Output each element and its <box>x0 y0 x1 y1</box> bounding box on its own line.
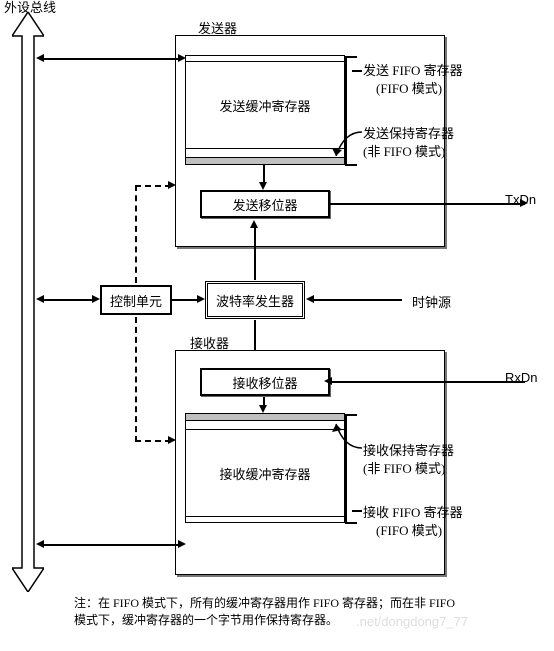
dashed-ctrl-down-h <box>135 440 171 442</box>
rx-nonfifo-label2: (非 FIFO 模式) <box>363 458 445 477</box>
dashed-ctrl-up-h <box>135 185 171 187</box>
tx-fifo-mode-label: (FIFO 模式) <box>376 78 442 97</box>
transmitter-label: 发送器 <box>198 18 237 37</box>
rx-buffer-stack: 接收缓冲寄存器 <box>185 413 345 523</box>
rx-fifo-mode-label: (FIFO 模式) <box>376 520 442 539</box>
rx-hold-pointer <box>330 418 364 454</box>
tx-buffer-label: 发送缓冲寄存器 <box>219 96 310 115</box>
watermark: .net/dongdong7_77 <box>356 614 468 629</box>
baud-gen-box: 波特率发生器 <box>205 281 305 319</box>
receiver-label: 接收器 <box>190 333 229 352</box>
txdn-label: TxDn <box>505 192 536 207</box>
rx-hold-reg-label: 接收保持寄存器 <box>363 440 454 459</box>
dashed-ctrl-down <box>135 317 137 442</box>
rxdn-label: RxDn <box>505 370 538 385</box>
rx-shifter-box: 接收移位器 <box>200 368 330 396</box>
footnote: 注：在 FIFO 模式下，所有的缓冲寄存器用作 FIFO 寄存器；而在非 FIF… <box>74 595 544 629</box>
control-unit-label: 控制单元 <box>110 291 162 310</box>
tx-hold-reg-label: 发送保持寄存器 <box>363 123 454 142</box>
rx-buffer-label: 接收缓冲寄存器 <box>219 464 310 483</box>
rx-shifter-label: 接收移位器 <box>232 373 297 392</box>
rx-fifo-reg-label: 接收 FIFO 寄存器 <box>363 502 463 521</box>
tx-fifo-reg-label: 发送 FIFO 寄存器 <box>363 60 463 79</box>
bus-label: 外设总线 <box>4 0 56 16</box>
tx-shifter-label: 发送移位器 <box>232 195 297 214</box>
clock-src-label: 时钟源 <box>412 292 451 311</box>
dashed-ctrl-up <box>135 185 137 283</box>
control-unit-box: 控制单元 <box>100 285 172 315</box>
tx-hold-pointer <box>330 128 364 164</box>
tx-buffer-stack: 发送缓冲寄存器 <box>185 55 345 165</box>
tx-nonfifo-label: (非 FIFO 模式) <box>363 141 445 160</box>
tx-shifter-box: 发送移位器 <box>200 190 330 218</box>
baud-gen-label: 波特率发生器 <box>216 291 294 310</box>
